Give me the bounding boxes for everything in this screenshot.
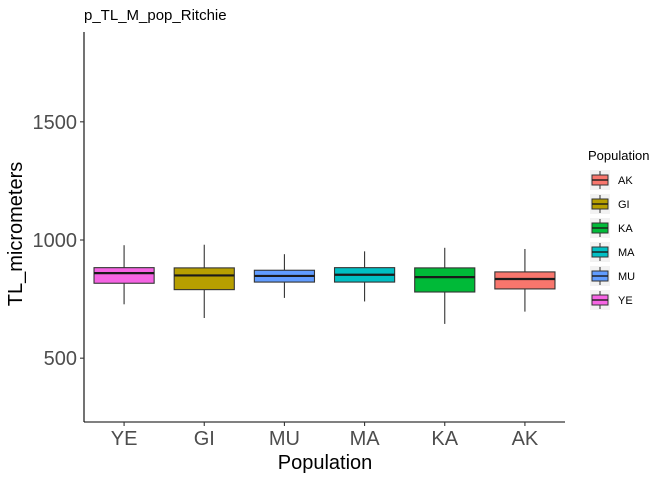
x-tick-label: MA — [350, 428, 381, 450]
chart-title: p_TL_M_pop_Ritchie — [84, 7, 227, 24]
x-tick-label: AK — [512, 428, 539, 450]
y-tick-label: 500 — [44, 348, 77, 370]
legend-item-ka: KA — [590, 218, 633, 238]
interquartile-box — [173, 267, 235, 291]
legend-item-ye: YE — [590, 290, 633, 310]
y-tick-label: 1500 — [33, 112, 78, 134]
plot-area: 500 1000 1500 YE GI MU MA KA AK — [33, 32, 565, 450]
legend: Population AK GI KA MA MU YE — [588, 148, 649, 310]
legend-label: GI — [618, 199, 630, 211]
y-axis-label: TL_micrometers — [5, 162, 27, 306]
box-ma — [333, 251, 396, 302]
x-tick-label: GI — [194, 428, 215, 450]
interquartile-box — [414, 267, 476, 293]
legend-label: KA — [618, 223, 633, 235]
legend-item-gi: GI — [590, 194, 630, 214]
legend-item-ak: AK — [590, 170, 633, 190]
interquartile-box — [494, 271, 556, 290]
interquartile-box — [93, 267, 155, 284]
x-tick-label: MU — [269, 428, 300, 450]
box-mu — [253, 254, 316, 298]
legend-item-ma: MA — [590, 242, 635, 262]
legend-label: YE — [618, 295, 633, 307]
legend-title: Population — [588, 148, 649, 163]
x-tick-label: YE — [111, 428, 138, 450]
box-gi — [173, 244, 235, 318]
x-axis-label: Population — [278, 452, 373, 474]
box-ak — [494, 248, 556, 312]
y-tick-label: 1000 — [33, 230, 78, 252]
box-ka — [414, 247, 476, 324]
legend-label: MA — [618, 247, 635, 259]
legend-label: AK — [618, 175, 633, 187]
box-ye — [93, 245, 155, 305]
legend-item-mu: MU — [590, 266, 635, 286]
x-tick-label: KA — [431, 428, 458, 450]
legend-label: MU — [618, 271, 635, 283]
